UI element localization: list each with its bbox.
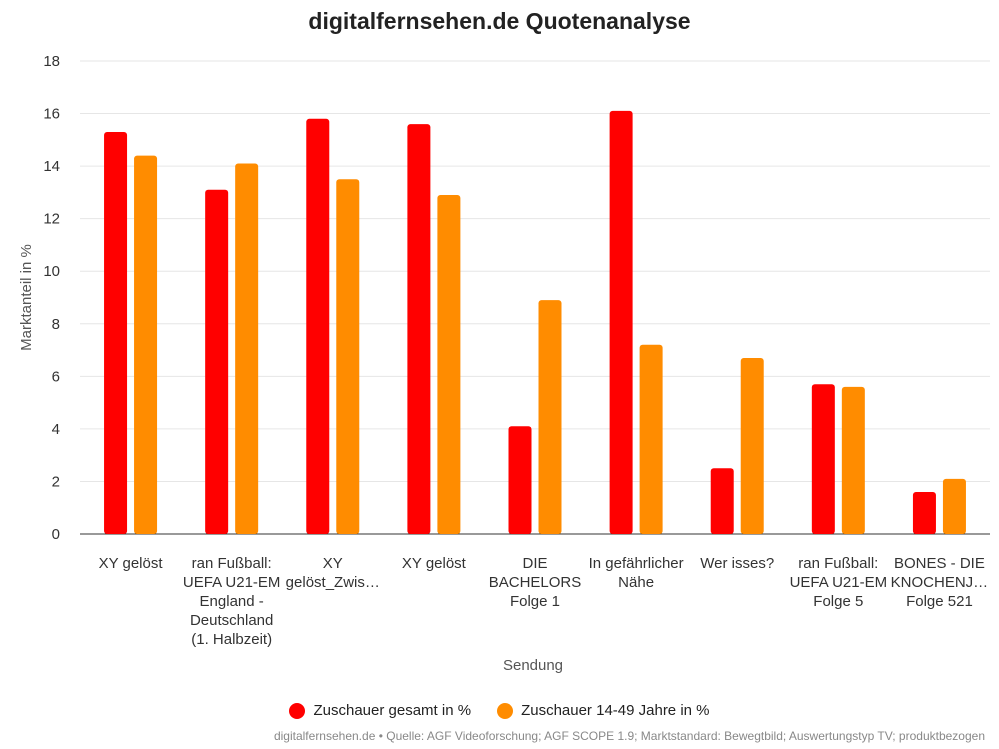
bar-14-49 (942, 478, 966, 534)
y-tick-label: 6 (52, 368, 60, 385)
bar-14-49 (134, 155, 158, 534)
x-tick-label: ran Fußball: UEFA U21-EM England -Deutschl… (183, 555, 281, 648)
bar-gesamt (508, 426, 532, 534)
chart-legend: Zuschauer gesamt in % Zuschauer 14-49 Ja… (0, 702, 999, 719)
y-tick-label: 12 (43, 211, 60, 228)
bar-14-49 (336, 179, 360, 534)
y-axis-label: Marktanteil in % (18, 244, 35, 351)
bar-14-49 (740, 357, 764, 534)
bar-gesamt (912, 491, 936, 534)
bar-gesamt (205, 189, 229, 534)
bar-14-49 (235, 163, 259, 534)
y-tick-label: 18 (43, 53, 60, 70)
y-tick-label: 10 (43, 263, 60, 280)
x-tick-label: BONES - DIE KNOCHENJ… Folge 521 (891, 555, 989, 610)
x-tick-label: XY gelöst (402, 555, 467, 572)
x-tick-label: Wer isses? (700, 555, 774, 572)
bar-gesamt (811, 384, 835, 534)
legend-item-gesamt[interactable]: Zuschauer gesamt in % (289, 702, 471, 719)
bar-14-49 (639, 344, 663, 534)
source-note: digitalfernsehen.de • Quelle: AGF Videof… (273, 729, 985, 743)
bar-gesamt (609, 110, 633, 534)
bar-14-49 (841, 386, 865, 534)
bar-gesamt (104, 131, 128, 534)
bar-14-49 (437, 195, 461, 534)
legend-label-gesamt: Zuschauer gesamt in % (313, 702, 472, 719)
y-tick-label: 14 (43, 158, 60, 175)
bar-gesamt (306, 118, 330, 535)
y-tick-label: 2 (52, 473, 60, 490)
x-tick-label: ran Fußball: UEFA U21-EM Folge 5 (790, 555, 888, 610)
x-tick-label: In gefährlicher Nähe (589, 555, 684, 591)
x-tick-label: XY gelöst_Zwis… (286, 555, 380, 591)
x-tick-label: XY gelöst (99, 555, 164, 572)
y-tick-label: 4 (52, 421, 60, 438)
legend-swatch-14-49 (497, 702, 514, 719)
chart-title: digitalfernsehen.de Quotenanalyse (308, 8, 691, 34)
y-tick-label: 16 (43, 106, 60, 123)
bar-14-49 (538, 300, 562, 534)
x-axis-label: Sendung (503, 657, 563, 674)
bar-gesamt (710, 468, 734, 534)
bar-gesamt (407, 124, 431, 535)
y-tick-label: 0 (52, 526, 60, 543)
legend-label-14-49: Zuschauer 14-49 Jahre in % (521, 702, 710, 719)
legend-swatch-gesamt (289, 702, 306, 719)
legend-item-14-49[interactable]: Zuschauer 14-49 Jahre in % (497, 702, 710, 719)
x-tick-label: DIE BACHELORS Folge 1 (489, 555, 582, 610)
y-tick-label: 8 (52, 316, 60, 333)
